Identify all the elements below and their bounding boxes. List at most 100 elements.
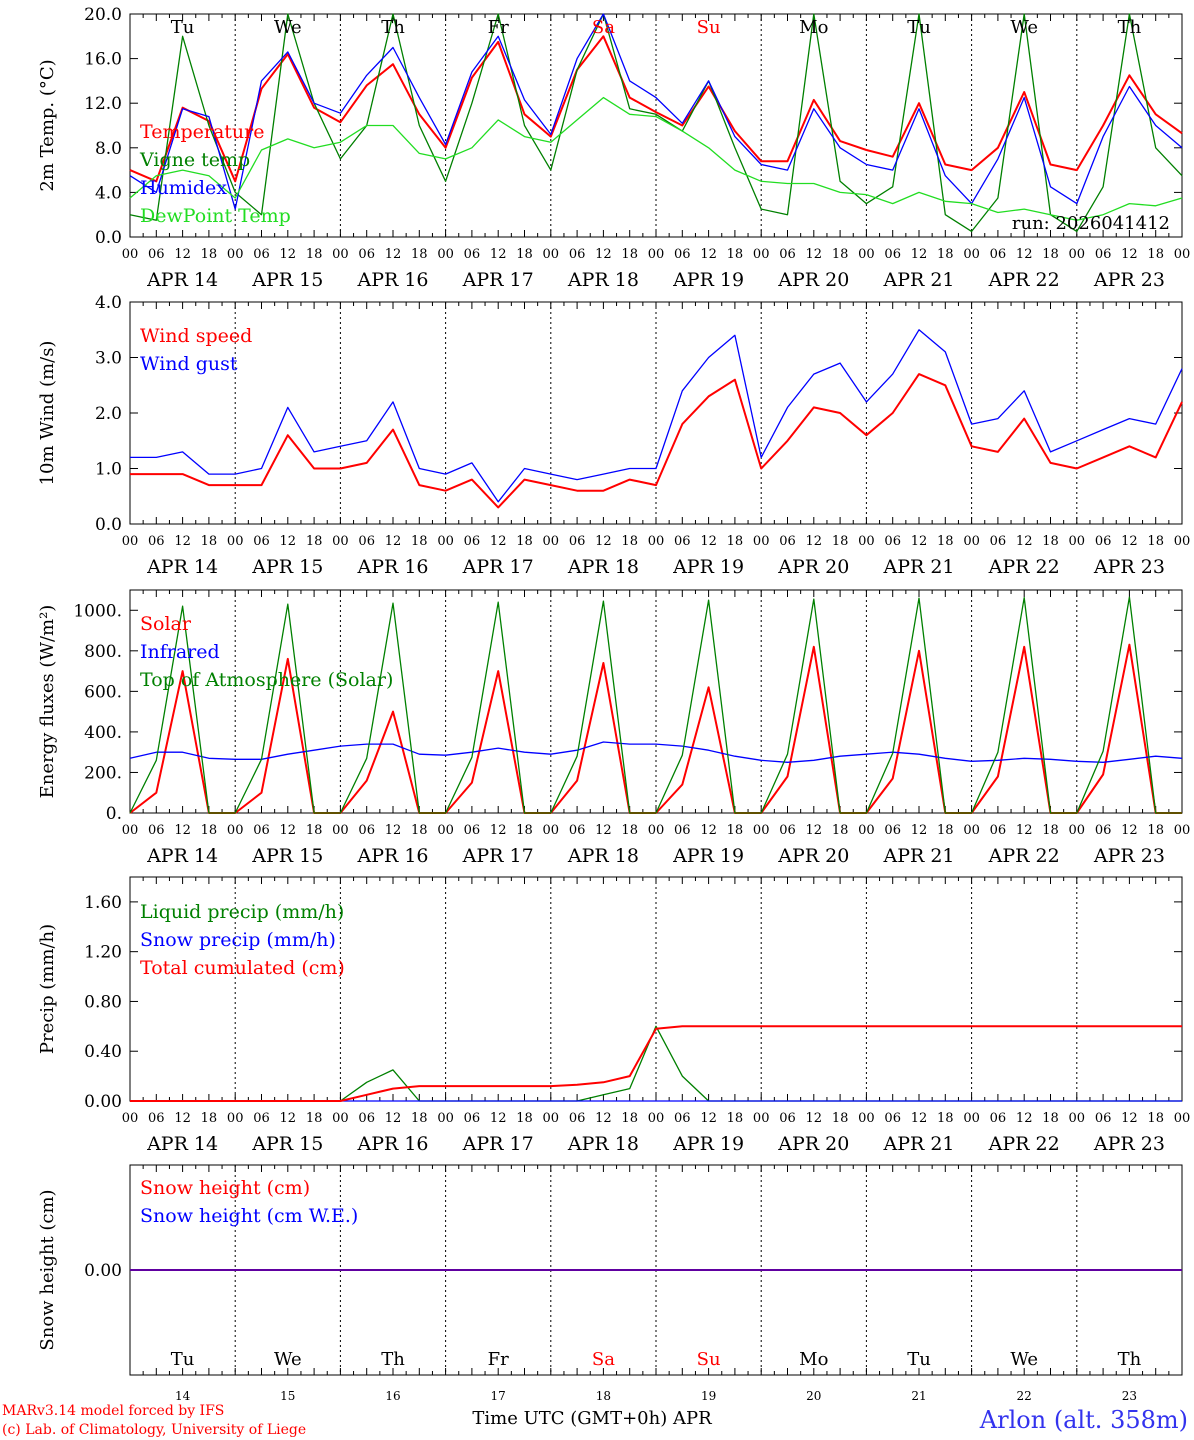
hour-label: 06: [253, 823, 270, 838]
legend-entry: Humidex: [140, 177, 227, 199]
legend-entry: Infrared: [140, 641, 220, 663]
hour-label: 06: [358, 823, 375, 838]
panel-2: 0.0 1.0 2.0 3.0 4.0 10m Wind (m/s) Wind speed W…: [37, 293, 1190, 578]
hour-label: 06: [779, 247, 796, 262]
date-label: APR 15: [251, 845, 323, 867]
weekday-label: Th: [381, 1349, 405, 1370]
hour-label: 06: [148, 823, 165, 838]
footer: MARv3.14 model forced by IFS (c) Lab. of…: [2, 1403, 1188, 1438]
weekday-label: Tu: [171, 1349, 195, 1370]
y-tick-label: 600.: [84, 682, 122, 702]
series-temperature: [129, 35, 1183, 183]
y-tick-label: 0.: [106, 804, 122, 824]
date-label: APR 21: [882, 556, 954, 578]
hour-label: 00: [1069, 534, 1086, 549]
weekday-label: Su: [697, 17, 721, 38]
hour-label: 06: [1095, 823, 1112, 838]
day-number-label: 19: [701, 1389, 716, 1403]
y-axis-label: 10m Wind (m/s): [37, 341, 58, 486]
y-tick-label: 16.0: [84, 50, 122, 70]
y-tick-label: 1.0: [95, 460, 122, 480]
hour-label: 06: [1095, 534, 1112, 549]
hour-label: 00: [227, 247, 244, 262]
hour-label: 12: [1121, 823, 1138, 838]
hour-label: 00: [1069, 823, 1086, 838]
panel-3: 0. 200. 400. 600. 800. 1000. Energy fluxes (W/…: [37, 589, 1191, 867]
series-humidex: [129, 13, 1183, 210]
date-label: APR 19: [672, 556, 744, 578]
hour-label: 00: [753, 1111, 770, 1126]
y-axis-label: Snow height (cm): [37, 1189, 58, 1350]
hour-label: 06: [990, 534, 1007, 549]
hour-label: 12: [595, 823, 612, 838]
hour-label: 00: [648, 1111, 665, 1126]
date-label: APR 18: [567, 1133, 639, 1155]
hour-label: 12: [385, 1111, 402, 1126]
hour-label: 18: [937, 823, 954, 838]
hour-label: 00: [963, 247, 980, 262]
hour-label: 12: [806, 1111, 823, 1126]
legend-entry: Wind speed: [140, 325, 252, 347]
hour-label: 12: [1016, 1111, 1033, 1126]
hour-label: 00: [122, 823, 139, 838]
hour-label: 12: [490, 247, 507, 262]
hour-label: 18: [306, 823, 323, 838]
hour-label: 12: [385, 247, 402, 262]
day-number-label: 15: [280, 1389, 295, 1403]
series-infrared: [129, 741, 1183, 763]
hour-label: 06: [990, 823, 1007, 838]
weekday-label: We: [274, 1349, 302, 1370]
date-label: APR 16: [356, 556, 428, 578]
weekday-label: Sa: [592, 1349, 615, 1370]
hour-label: 18: [1147, 247, 1164, 262]
date-label: APR 23: [1093, 845, 1165, 867]
y-tick-label: 1.60: [84, 893, 122, 913]
hour-label: 06: [1095, 247, 1112, 262]
hour-label: 06: [674, 247, 691, 262]
date-label: APR 21: [882, 845, 954, 867]
hour-label: 06: [358, 1111, 375, 1126]
date-label: APR 19: [672, 269, 744, 291]
hour-label: 18: [201, 1111, 218, 1126]
hour-label: 12: [490, 823, 507, 838]
hour-label: 12: [490, 1111, 507, 1126]
day-number-label: 17: [491, 1389, 506, 1403]
panels: 0.0 4.0 8.0 12.0 16.0 20.0 2m Temp. (°C) Temper…: [37, 5, 1190, 1403]
y-tick-label: 8.0: [95, 139, 122, 159]
hour-label: 06: [884, 534, 901, 549]
hour-label: 12: [174, 247, 191, 262]
weekday-label: Tu: [171, 17, 195, 38]
hour-label: 18: [832, 1111, 849, 1126]
hour-label: 06: [464, 1111, 481, 1126]
date-label: APR 18: [567, 269, 639, 291]
weekday-label: We: [1010, 1349, 1038, 1370]
hour-label: 18: [937, 247, 954, 262]
hour-label: 18: [832, 823, 849, 838]
hour-label: 00: [332, 247, 349, 262]
day-number-label: 23: [1122, 1389, 1137, 1403]
hour-label: 18: [1147, 1111, 1164, 1126]
hour-label: 00: [1174, 823, 1191, 838]
hour-label: 00: [858, 823, 875, 838]
hour-label: 12: [700, 1111, 717, 1126]
xaxis-label: Time UTC (GMT+0h) APR: [472, 1408, 712, 1429]
date-label: APR 16: [356, 845, 428, 867]
hour-label: 06: [884, 247, 901, 262]
y-tick-label: 1.20: [84, 943, 122, 963]
hour-label: 00: [122, 247, 139, 262]
hour-label: 18: [306, 534, 323, 549]
hour-label: 06: [674, 534, 691, 549]
hour-label: 18: [306, 247, 323, 262]
credit-line-1: MARv3.14 model forced by IFS: [2, 1403, 224, 1419]
hour-label: 00: [963, 823, 980, 838]
run-label: run: 2026041412: [1012, 213, 1170, 234]
y-axis-label: Energy fluxes (W/m²): [37, 605, 58, 799]
y-tick-label: 1000.: [73, 601, 122, 621]
date-label: APR 17: [462, 845, 534, 867]
y-tick-label: 800.: [84, 642, 122, 662]
hour-label: 18: [516, 823, 533, 838]
hour-label: 06: [358, 534, 375, 549]
legend-entry: Wind gust: [140, 353, 238, 375]
hour-label: 00: [1174, 1111, 1191, 1126]
